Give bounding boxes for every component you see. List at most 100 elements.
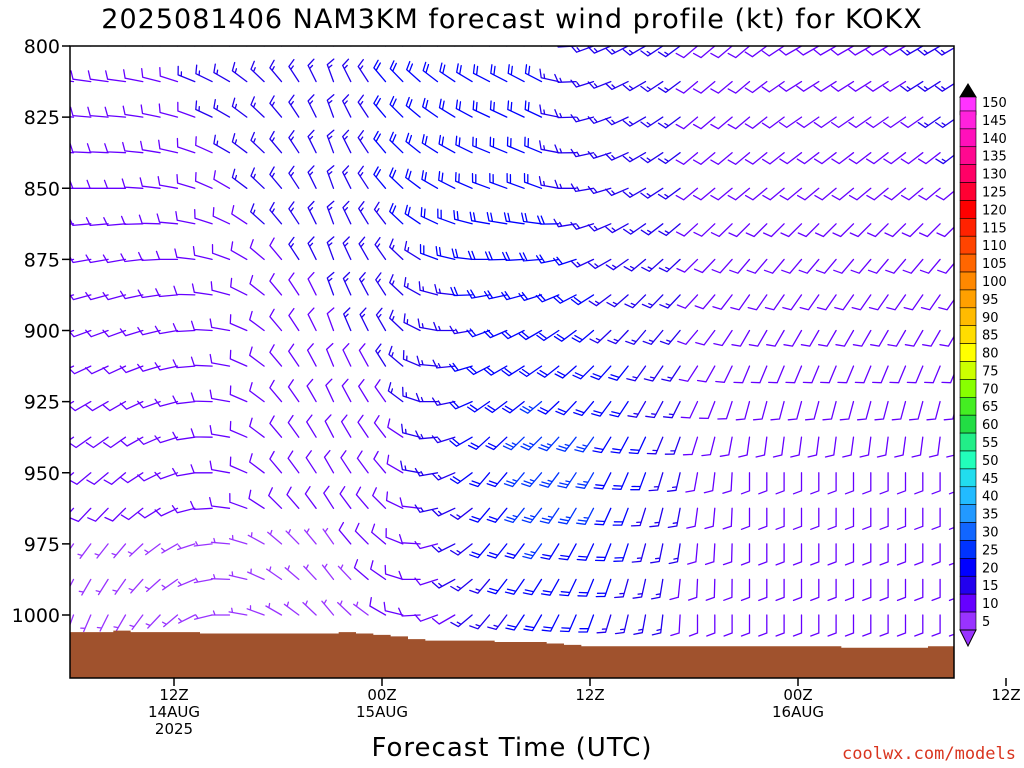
wind-barb (341, 378, 352, 403)
wind-barb (285, 529, 300, 545)
wind-barb (422, 97, 439, 118)
wind-barb (722, 472, 733, 494)
wind-barb (934, 47, 954, 56)
wind-barb (86, 143, 109, 154)
wind-barb (727, 152, 751, 165)
wind-barb (555, 400, 577, 416)
wind-barb (419, 244, 439, 261)
wind-barb (269, 450, 283, 474)
wind-barb (622, 187, 647, 198)
wind-barb (867, 258, 889, 274)
wind-barb (210, 610, 231, 616)
colorbar-swatch (959, 218, 977, 237)
wind-barb (703, 472, 716, 494)
wind-barb (521, 507, 543, 524)
wind-barb (213, 63, 231, 83)
wind-barb (490, 64, 508, 83)
wind-barb (799, 294, 820, 311)
wind-barb (245, 46, 248, 47)
wind-barb (521, 212, 543, 225)
wind-barb (896, 578, 907, 602)
wind-barb (140, 104, 161, 118)
wind-barb (896, 507, 907, 530)
wind-barb (576, 507, 595, 525)
wind-barb (137, 326, 161, 336)
wind-barb (288, 58, 300, 83)
wind-barb (177, 543, 196, 551)
wind-barb (288, 307, 300, 332)
wind-barb (862, 472, 872, 495)
wind-barb (431, 472, 456, 481)
wind-barb (398, 534, 421, 545)
wind-barb (489, 100, 508, 118)
wind-barb (485, 436, 508, 451)
wind-barb (102, 400, 127, 412)
wind-barb (802, 365, 820, 384)
wind-barb (814, 187, 837, 201)
x-tick-label: 00Z (367, 686, 396, 704)
wind-barb (384, 46, 387, 47)
wind-barb (918, 187, 941, 201)
wind-barb (859, 436, 872, 458)
wind-barb (657, 46, 681, 58)
wind-barb (95, 578, 109, 596)
wind-barb (740, 472, 751, 495)
wind-barb (159, 66, 179, 83)
colorbar-label: 140 (982, 132, 1007, 147)
wind-barb (414, 467, 439, 477)
wind-barb (649, 507, 664, 528)
wind-barb (723, 614, 733, 637)
wind-barb (469, 543, 491, 559)
wind-barb (326, 94, 335, 118)
wind-barb (641, 258, 664, 272)
wind-barb (885, 258, 907, 274)
wind-barb (176, 173, 196, 189)
wind-barb (887, 329, 907, 347)
wind-barb (358, 272, 369, 296)
wind-barb (758, 507, 768, 530)
wind-barb (535, 293, 560, 303)
wind-barb (723, 578, 733, 601)
wind-barb (662, 400, 681, 419)
wind-barb (175, 211, 196, 225)
wind-barb (710, 80, 733, 94)
wind-barb (507, 64, 525, 83)
wind-barb (519, 252, 543, 262)
wind-barb (404, 240, 421, 261)
wind-barb (87, 106, 109, 118)
wind-barb (386, 454, 404, 474)
wind-barb (467, 250, 491, 261)
wind-barb (414, 577, 439, 586)
wind-barb (574, 436, 595, 453)
wind-barb (605, 187, 629, 197)
x-tick-label: 16AUG (772, 703, 824, 721)
wind-barb (455, 99, 473, 118)
wind-barb (324, 414, 335, 438)
wind-barb (449, 325, 473, 335)
wind-barb (908, 400, 924, 421)
wind-barb (827, 578, 837, 602)
wind-barb (614, 614, 629, 635)
wind-barb (141, 68, 161, 83)
wind-barb (578, 614, 595, 633)
wind-barb (763, 258, 785, 274)
wind-barb (269, 379, 283, 403)
wind-barb (449, 472, 473, 485)
wind-barb (779, 187, 803, 201)
terrain-fill (70, 630, 954, 678)
x-tick-label: 15AUG (356, 703, 408, 721)
wind-barb (796, 80, 820, 92)
wind-barb (686, 507, 699, 529)
wind-barb (268, 487, 283, 509)
wind-barb (570, 46, 595, 53)
wind-barb (659, 294, 681, 309)
colorbar-label: 100 (982, 275, 1007, 290)
colorbar-label: 75 (982, 364, 999, 379)
wind-barb (911, 436, 924, 458)
wind-barb (640, 223, 664, 236)
wind-barb (247, 532, 265, 545)
wind-barb (848, 80, 872, 92)
wind-barb (891, 400, 907, 421)
wind-barb (229, 314, 248, 332)
y-tick-label: 900 (24, 321, 60, 343)
